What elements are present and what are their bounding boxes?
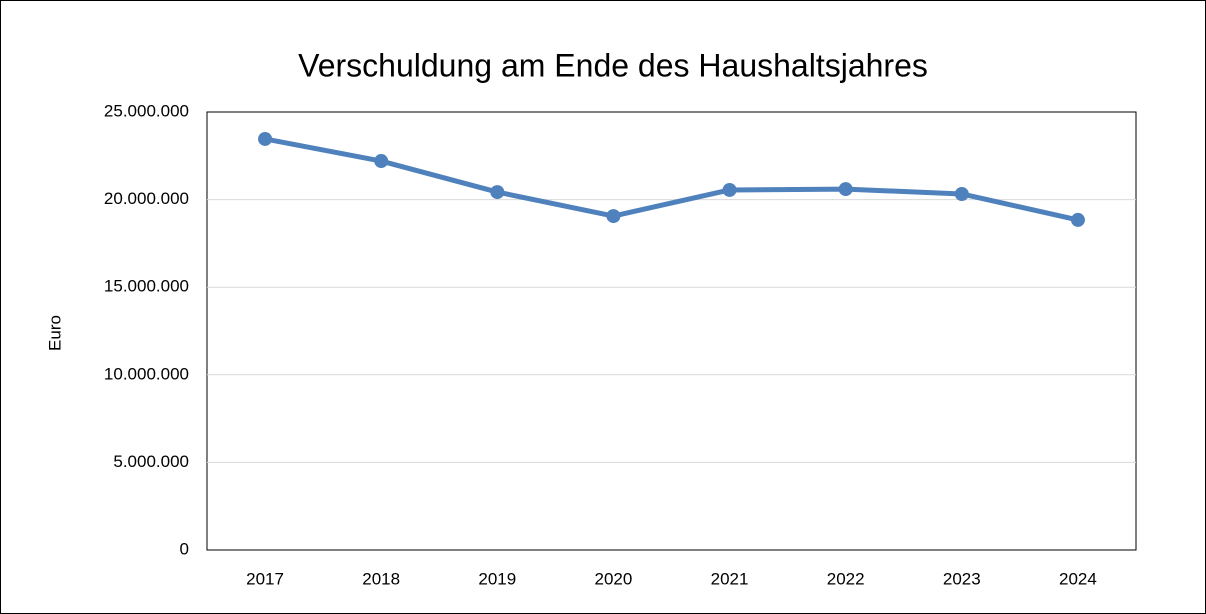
- data-point: [490, 185, 505, 200]
- y-tick-label: 5.000.000: [113, 452, 189, 471]
- data-point: [258, 131, 273, 146]
- x-tick-label: 2017: [246, 569, 284, 588]
- y-tick-label: 20.000.000: [104, 189, 189, 208]
- x-tick-label: 2018: [362, 569, 400, 588]
- data-point: [374, 154, 389, 169]
- x-tick-label: 2021: [711, 569, 749, 588]
- series-line: [264, 136, 1079, 223]
- data-point: [722, 182, 737, 197]
- x-tick-label: 2023: [943, 569, 981, 588]
- x-tick-label: 2020: [595, 569, 633, 588]
- data-point: [606, 209, 621, 224]
- x-tick-label: 2019: [478, 569, 516, 588]
- data-point: [954, 186, 969, 201]
- plot-area: [206, 111, 1137, 551]
- y-tick-label: 25.000.000: [104, 101, 189, 120]
- y-tick-label: 0: [180, 539, 189, 558]
- chart-title: Verschuldung am Ende des Haushaltsjahres: [298, 47, 928, 83]
- x-tick-label: 2024: [1059, 569, 1097, 588]
- data-point: [1070, 212, 1085, 227]
- data-point: [838, 182, 853, 197]
- y-tick-label: 15.000.000: [104, 277, 189, 296]
- y-axis-label: Euro: [45, 315, 64, 351]
- y-tick-label: 10.000.000: [104, 364, 189, 383]
- x-tick-label: 2022: [827, 569, 865, 588]
